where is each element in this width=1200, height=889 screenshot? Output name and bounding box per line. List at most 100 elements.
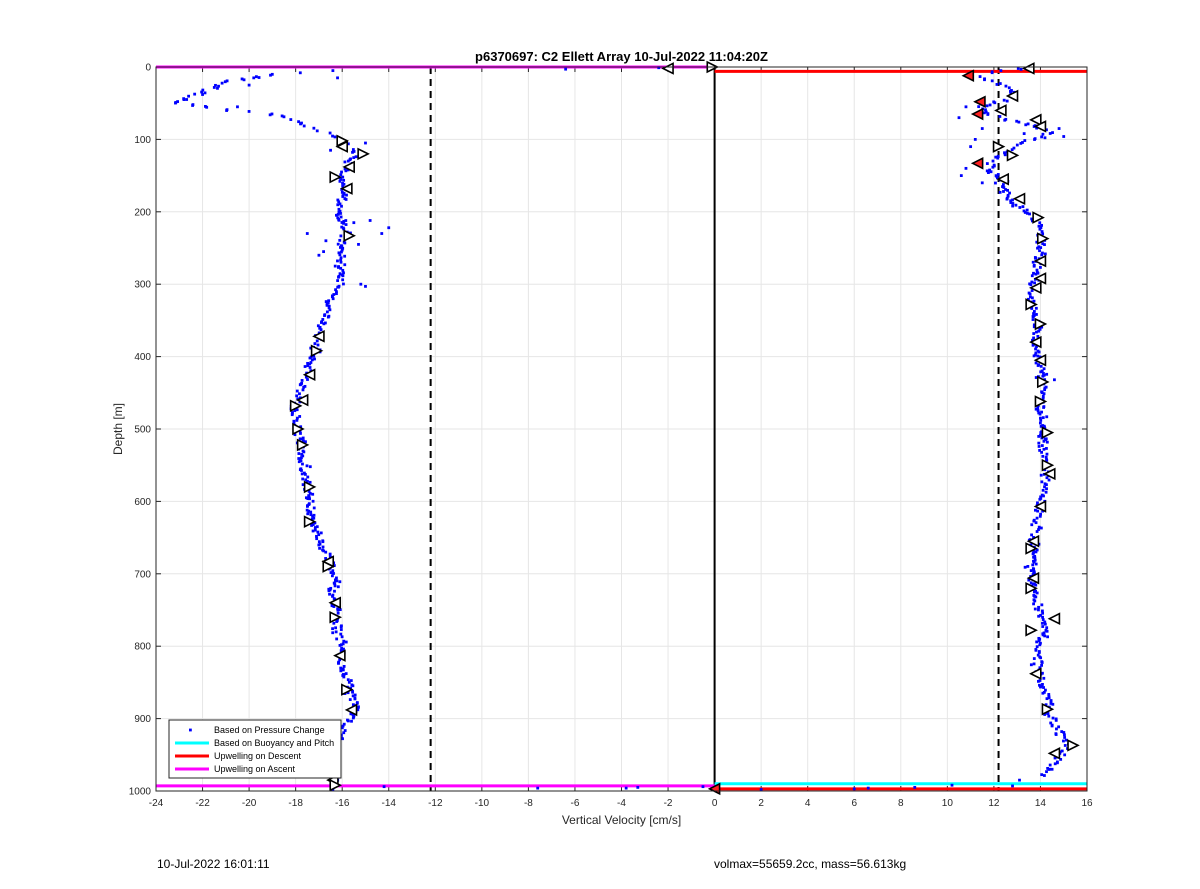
- pressure-point: [1062, 135, 1066, 138]
- pressure-point: [980, 127, 984, 130]
- pressure-point: [289, 118, 293, 121]
- pressure-point: [1045, 372, 1049, 376]
- pressure-point: [977, 105, 981, 109]
- pressure-point: [317, 533, 321, 537]
- pressure-point: [1036, 354, 1040, 358]
- pressure-point: [1043, 136, 1047, 140]
- pressure-point: [343, 263, 347, 267]
- pressure-point: [343, 241, 347, 245]
- pressure-point: [316, 324, 320, 328]
- legend-label: Upwelling on Ascent: [214, 764, 296, 774]
- pressure-point: [306, 512, 310, 516]
- pressure-point: [1043, 620, 1047, 624]
- pressure-point: [336, 611, 340, 615]
- pressure-point: [336, 607, 340, 611]
- pressure-point: [313, 521, 317, 525]
- pressure-point: [330, 295, 334, 299]
- pressure-point: [1041, 615, 1044, 619]
- pressure-point: [1042, 494, 1045, 498]
- pressure-point: [1039, 473, 1043, 477]
- pressure-point: [334, 579, 337, 583]
- pressure-point: [348, 698, 352, 701]
- pressure-point: [1034, 272, 1038, 276]
- pressure-point: [331, 134, 334, 138]
- pressure-point: [1051, 131, 1054, 135]
- pressure-point: [322, 322, 326, 326]
- x-tick-label: 2: [758, 798, 764, 809]
- pressure-point: [1038, 249, 1041, 253]
- pressure-point: [1040, 230, 1044, 233]
- pressure-point: [1045, 770, 1048, 774]
- buoyancy-marker: [1025, 581, 1038, 595]
- pressure-point: [335, 637, 339, 641]
- pressure-point: [217, 84, 220, 88]
- buoyancy-marker: [1022, 62, 1035, 75]
- pressure-point: [330, 604, 334, 608]
- x-tick-label: -16: [335, 798, 350, 809]
- pressure-point: [340, 204, 343, 208]
- y-tick-label: 100: [134, 135, 151, 146]
- pressure-point: [564, 67, 568, 71]
- pressure-point: [351, 716, 355, 720]
- pressure-point: [1031, 343, 1035, 347]
- pressure-point: [990, 79, 994, 83]
- pressure-point: [327, 304, 331, 308]
- pressure-point: [1036, 653, 1040, 657]
- pressure-point: [295, 416, 299, 420]
- pressure-point: [1042, 686, 1045, 689]
- pressure-point: [351, 703, 355, 707]
- buoyancy-marker: [1033, 353, 1047, 367]
- pressure-point: [1035, 240, 1039, 244]
- pressure-point: [1031, 338, 1034, 342]
- pressure-point: [335, 579, 339, 583]
- pressure-point: [332, 621, 336, 625]
- pressure-point: [342, 722, 346, 726]
- pressure-point: [306, 479, 309, 483]
- pressure-point: [341, 674, 345, 677]
- buoyancy-marker: [1034, 317, 1048, 331]
- descent-marker: [961, 69, 975, 82]
- pressure-point: [312, 513, 316, 517]
- legend-label: Based on Pressure Change: [214, 725, 325, 735]
- pressure-point: [351, 684, 355, 688]
- buoyancy-marker: [996, 172, 1010, 186]
- pressure-point: [342, 731, 346, 735]
- buoyancy-marker: [1067, 739, 1080, 752]
- pressure-point: [303, 472, 307, 476]
- footer-timestamp: 10-Jul-2022 16:01:11: [157, 857, 270, 871]
- buoyancy-marker: [333, 649, 346, 662]
- pressure-point: [309, 346, 313, 350]
- pressure-point: [254, 75, 258, 79]
- pressure-point: [1035, 345, 1038, 349]
- pressure-point: [1042, 372, 1045, 375]
- pressure-point: [308, 362, 312, 366]
- pressure-point: [1043, 388, 1046, 392]
- pressure-point: [1040, 661, 1044, 664]
- pressure-point: [1062, 739, 1065, 743]
- pressure-point: [300, 437, 304, 441]
- buoyancy-marker: [1029, 335, 1042, 349]
- pressure-point: [1034, 306, 1038, 310]
- pressure-point: [1044, 688, 1047, 692]
- pressure-point: [352, 156, 356, 159]
- pressure-point: [1009, 201, 1013, 204]
- pressure-point: [346, 159, 350, 163]
- pressure-point: [1037, 608, 1040, 612]
- pressure-point: [995, 83, 999, 86]
- buoyancy-marker: [1047, 747, 1061, 760]
- pressure-point: [380, 232, 384, 235]
- buoyancy-marker: [292, 422, 305, 436]
- pressure-point: [315, 525, 319, 529]
- pressure-point: [1030, 274, 1034, 278]
- pressure-point: [1033, 138, 1036, 141]
- pressure-point: [1042, 392, 1046, 396]
- pressure-point: [1040, 603, 1044, 607]
- pressure-point: [996, 173, 1000, 176]
- pressure-point: [316, 343, 320, 347]
- legend: Based on Pressure Change Based on Buoyanc…: [168, 719, 342, 779]
- pressure-point: [1045, 459, 1049, 462]
- pressure-point: [346, 678, 350, 682]
- pressure-point: [332, 605, 336, 608]
- pressure-point: [1036, 509, 1040, 513]
- pressure-point: [352, 221, 356, 225]
